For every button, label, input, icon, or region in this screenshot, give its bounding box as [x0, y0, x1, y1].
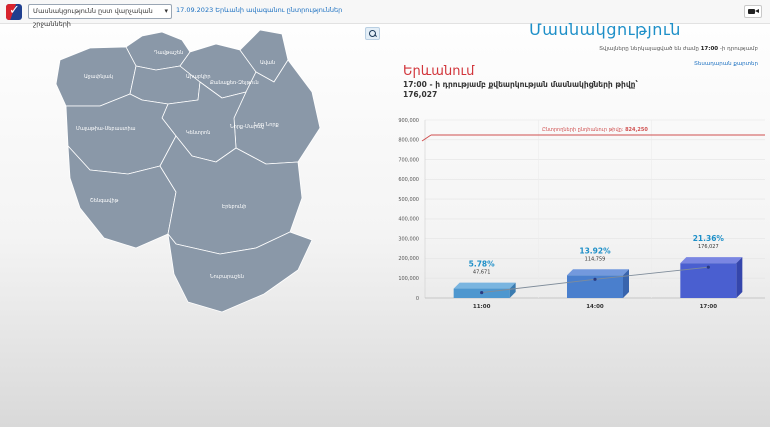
- yerevan-district-map: Դավթաշեն Աջափնյակ Արաբկիր Քանաքեռ-Զեյթու…: [55, 29, 321, 313]
- y-tick-label: 500,000: [398, 197, 419, 203]
- panel-title: Մասնակցություն: [529, 20, 681, 39]
- map-label-malatia-sebastia: Մալաթիա-Սեբաստիա: [76, 126, 136, 132]
- total-voters-label-prefix: Ընտրողների ընդհանուր թիվը:: [542, 127, 625, 133]
- y-tick-label: 400,000: [398, 217, 419, 223]
- x-tick-label: 14:00: [586, 304, 604, 310]
- search-icon[interactable]: [365, 27, 380, 40]
- video-camera-icon[interactable]: [744, 5, 762, 18]
- map-label-davtashen: Դավթաշեն: [154, 50, 183, 56]
- help-link[interactable]: Տեսադարան քարտեր: [694, 61, 758, 67]
- bar-side: [736, 257, 743, 298]
- x-tick-label: 17:00: [700, 304, 718, 310]
- map-label-kanaker-zeytun: Քանաքեռ-Զեյթուն: [210, 80, 259, 86]
- map-label-nor-nork: Նոր Նորք: [254, 122, 279, 128]
- y-tick-label: 600,000: [398, 177, 419, 183]
- data-note-suffix: -ի դրությամբ: [719, 46, 758, 52]
- chevron-down-icon: ▾: [164, 7, 168, 15]
- trend-point: [593, 277, 597, 281]
- map-label-avan: Ավան: [260, 60, 275, 66]
- top-bar: Մասնակցությունն ըստ վարչական շրջանների ▾…: [0, 0, 770, 28]
- trend-point: [480, 290, 484, 295]
- bar-side: [509, 282, 516, 298]
- map-label-arabkir: Արաբկիր: [186, 74, 211, 80]
- y-tick-label: 700,000: [398, 157, 419, 163]
- map-label-kentron: Կենտրոն: [186, 130, 210, 136]
- bar-percent-label: 21.36%: [693, 234, 725, 243]
- bar-value-label: 176,027: [698, 244, 719, 250]
- bar-top: [567, 269, 629, 276]
- cec-logo-icon[interactable]: [6, 4, 22, 20]
- y-tick-label: 100,000: [398, 276, 419, 282]
- bar-percent-label: 5.78%: [469, 260, 496, 269]
- total-voters-label: Ընտրողների ընդհանուր թիվը: 824,250: [542, 127, 648, 133]
- y-tick-label: 300,000: [398, 236, 419, 242]
- turnout-subtitle: 17:00 - ի դրությամբ քվեարկության մասնակի…: [403, 80, 638, 89]
- district-nubarashen[interactable]: [167, 231, 313, 313]
- district-view-select[interactable]: Մասնակցությունն ըստ վարչական շրջանների ▾: [28, 4, 172, 28]
- data-note-time: 17:00: [700, 46, 719, 52]
- district-view-select-value: Մասնակցությունն ըստ վարչական շրջանների: [33, 7, 153, 28]
- x-tick-label: 11:00: [473, 304, 491, 310]
- turnout-bar-chart: 0 100,000 200,000 300,000 400,000 500,000 600,…: [398, 118, 765, 310]
- turnout-count: 176,027: [403, 90, 438, 99]
- bar-value-label: 114,759: [585, 256, 606, 262]
- map-label-ajapnyak: Աջափնյակ: [84, 74, 113, 80]
- trend-point: [706, 265, 710, 269]
- data-timestamp-note: Տվյալները ներկայացված են ժամը 17:00 -ի դ…: [599, 46, 758, 52]
- data-note-prefix: Տվյալները ներկայացված են ժամը: [599, 46, 699, 52]
- region-title: Երևանում: [403, 64, 475, 79]
- y-tick-label: 900,000: [398, 118, 419, 124]
- y-tick-label: 800,000: [398, 138, 419, 144]
- bar-top: [680, 257, 743, 264]
- election-link[interactable]: 17.09.2023 Երևանի ավագանու ընտրություննե…: [176, 6, 343, 14]
- bar-value-label: 47,671: [473, 270, 491, 276]
- map-label-shengavit: Շենգավիթ: [90, 198, 119, 204]
- map-label-nork-marash: Նորք-Մարաշ: [230, 124, 265, 130]
- bar-top: [453, 282, 516, 289]
- total-voters-line-start: [421, 134, 432, 142]
- total-voters-label-value: 824,250: [625, 127, 648, 133]
- y-tick-label: 0: [416, 296, 419, 302]
- map-label-nubarashen: Նուբարաշեն: [210, 274, 244, 280]
- bar-percent-label: 13.92%: [579, 246, 611, 255]
- y-tick-label: 200,000: [398, 256, 419, 262]
- map-label-erebuni: Էրեբունի: [222, 204, 246, 210]
